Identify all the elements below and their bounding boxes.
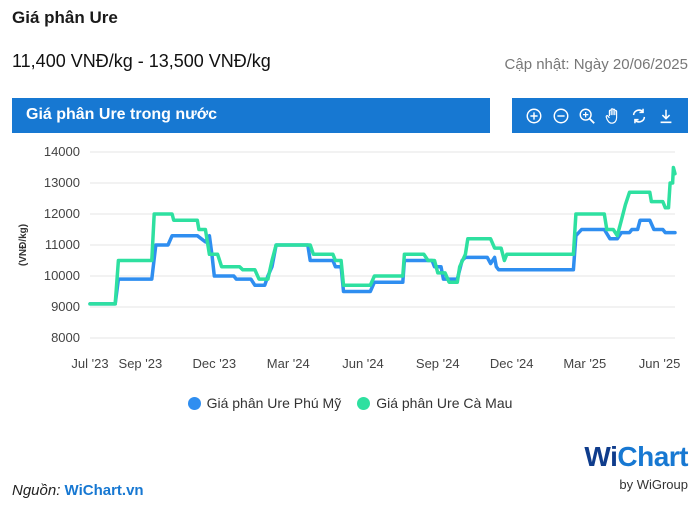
x-tick-label: Mar '24 [267, 356, 310, 371]
source-label: Nguồn: [12, 482, 61, 499]
y-axis-label: (VNĐ/kg) [18, 224, 29, 266]
logo-chart: Chart [617, 441, 688, 472]
zoom-in-icon[interactable] [524, 106, 544, 126]
y-tick-label: 14000 [44, 144, 80, 159]
legend-label-phu-my: Giá phân Ure Phú Mỹ [206, 395, 342, 411]
x-tick-label: Sep '24 [416, 356, 460, 371]
y-tick-label: 8000 [51, 330, 80, 345]
x-tick-label: Sep '23 [119, 356, 163, 371]
legend-label-ca-mau: Giá phân Ure Cà Mau [376, 395, 513, 411]
x-tick-label: Dec '24 [490, 356, 534, 371]
logo-subtitle: by WiGroup [619, 477, 688, 492]
series-line-phu-my [88, 218, 677, 306]
logo-wordmark: WiChart [578, 441, 688, 473]
x-tick-label: Jun '24 [342, 356, 384, 371]
price-line-chart: 8000 9000 10000 11000 12000 13000 14000 Jul '23… [18, 144, 681, 371]
x-tick-label: Jul '23 [71, 356, 108, 371]
download-icon[interactable] [656, 106, 676, 126]
x-tick-label: Jun '25 [639, 356, 681, 371]
price-range: 11,400 VNĐ/kg - 13,500 VNĐ/kg [12, 51, 271, 71]
chart-legend: Giá phân Ure Phú Mỹ Giá phân Ure Cà Mau [0, 395, 700, 411]
page-title: Giá phân Ure [12, 8, 118, 27]
y-tick-label: 9000 [51, 299, 80, 314]
source-credit: Nguồn: WiChart.vn [12, 482, 144, 499]
legend-dot-phu-my [187, 396, 201, 410]
logo-wi: Wi [584, 441, 618, 472]
y-tick-label: 12000 [44, 206, 80, 221]
chart-toolbar [512, 98, 688, 133]
updated-date: Cập nhật: Ngày 20/06/2025 [504, 56, 688, 73]
series-line-ca-mau [88, 165, 677, 306]
y-tick-label: 10000 [44, 268, 80, 283]
y-tick-label: 13000 [44, 175, 80, 190]
pan-hand-icon[interactable] [603, 106, 623, 126]
legend-dot-ca-mau [357, 396, 371, 410]
x-tick-label: Dec '23 [192, 356, 236, 371]
legend-item-ca-mau[interactable]: Giá phân Ure Cà Mau [357, 395, 512, 411]
x-tick-label: Mar '25 [563, 356, 606, 371]
y-tick-label: 11000 [45, 237, 80, 252]
zoom-select-icon[interactable] [577, 106, 597, 126]
wichart-logo: WiChart by WiGroup [578, 441, 688, 492]
reset-icon[interactable] [629, 106, 649, 126]
chart-header: Giá phân Ure trong nước [12, 98, 490, 133]
legend-item-phu-my[interactable]: Giá phân Ure Phú Mỹ [187, 395, 342, 411]
source-link[interactable]: WiChart.vn [64, 482, 144, 499]
zoom-out-icon[interactable] [551, 106, 571, 126]
